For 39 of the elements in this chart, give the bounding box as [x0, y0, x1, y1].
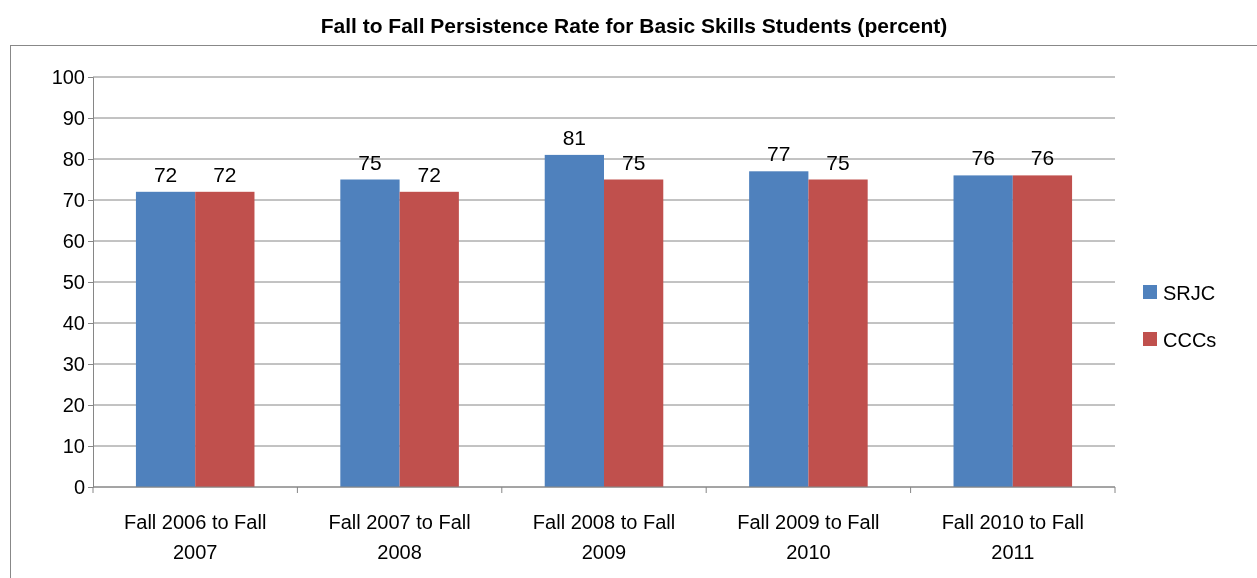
data-label: 76: [971, 146, 995, 170]
legend-label: SRJC: [1163, 282, 1216, 304]
y-tick-label: 80: [62, 147, 85, 170]
bar: [195, 191, 255, 487]
bar: [953, 175, 1013, 487]
x-tick-label: Fall 2010 to Fall 2011: [941, 511, 1084, 563]
y-tick-label: 0: [73, 475, 85, 498]
y-tick-label: 90: [62, 106, 85, 129]
data-label: 77: [767, 142, 791, 166]
data-label: 72: [153, 162, 178, 186]
y-tick-label: 10: [62, 434, 85, 457]
data-label: 81: [562, 125, 587, 149]
chart-title: Fall to Fall Persistence Rate for Basic Skills Students (percent): [320, 14, 948, 37]
y-tick-label: 100: [51, 65, 85, 88]
y-tick-label: 20: [62, 393, 85, 416]
bar: [399, 191, 459, 487]
bar: [340, 179, 400, 487]
data-label: 75: [621, 150, 646, 174]
bar: [604, 179, 664, 487]
data-label: 72: [417, 162, 441, 186]
x-tick-label: Fall 2006 to Fall 2007: [124, 511, 267, 563]
x-tick-label: Fall 2009 to Fall 2010: [737, 511, 880, 563]
bar: [749, 171, 809, 487]
data-label: 72: [213, 162, 237, 186]
data-label: 75: [826, 150, 850, 174]
x-tick-label: Fall 2008 to Fall 2009: [532, 511, 676, 563]
bar: [544, 154, 604, 487]
y-tick-label: 70: [62, 188, 85, 211]
bar: [1012, 175, 1073, 487]
legend-label: CCCs: [1163, 329, 1217, 351]
bar: [808, 179, 868, 487]
data-label: 75: [358, 150, 382, 174]
y-tick-label: 30: [62, 352, 85, 375]
bar: [135, 191, 196, 487]
data-label: 76: [1030, 146, 1055, 170]
y-tick-label: 50: [62, 270, 85, 293]
y-tick-label: 40: [62, 311, 85, 334]
x-tick-label: Fall 2007 to Fall 2008: [328, 511, 471, 563]
y-tick-label: 60: [62, 229, 85, 252]
